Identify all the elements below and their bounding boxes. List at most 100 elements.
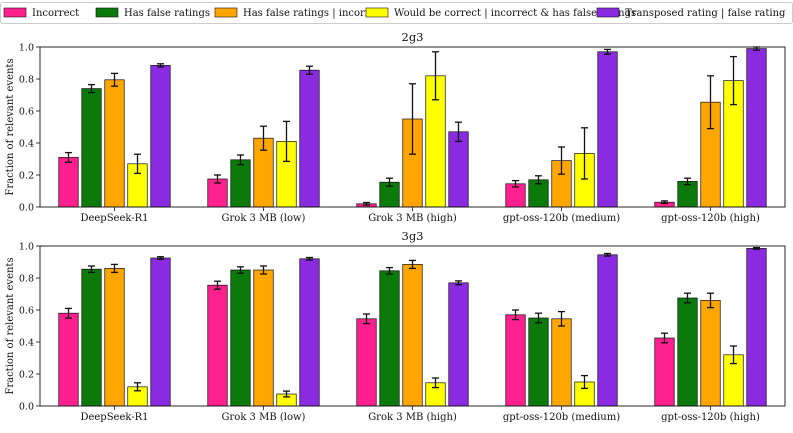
error-bar-has-false-ratings-grok-3-mb-high <box>386 266 393 275</box>
bar-has-false-ratings-incorrect-grok-3-mb-low <box>253 269 274 407</box>
x-tick-label: gpt-oss-120b (high) <box>661 412 760 423</box>
error-bar-has-false-ratings-deepseek-r1 <box>88 83 95 94</box>
legend-swatch <box>95 7 119 18</box>
bar-incorrect-deepseek-r1 <box>58 157 79 208</box>
bar-has-false-ratings-grok-3-mb-low <box>230 159 251 208</box>
error-bar-incorrect-grok-3-mb-high <box>363 313 370 325</box>
error-bar-transposed-rating-false-rating-grok-3-mb-low <box>306 65 313 75</box>
y-axis-label: Fraction of relevant events <box>5 257 16 394</box>
x-tick-label: Grok 3 MB (high) <box>368 412 457 423</box>
legend-swatch <box>3 7 27 18</box>
bar-has-false-ratings-gpt-oss-120b-medium <box>528 317 549 407</box>
y-tick-label: 0.2 <box>19 170 34 181</box>
error-bar-incorrect-grok-3-mb-low <box>214 280 221 290</box>
error-bar-would-be-correct-incorrect-has-false-ratings-gpt-oss-120b-medium <box>581 127 588 180</box>
error-bar-would-be-correct-incorrect-has-false-ratings-deepseek-r1 <box>134 382 141 392</box>
y-axis-label: Fraction of relevant events <box>5 58 16 195</box>
error-bar-has-false-ratings-incorrect-gpt-oss-120b-medium <box>558 146 565 175</box>
error-bar-has-false-ratings-grok-3-mb-high <box>386 177 393 187</box>
error-bar-incorrect-gpt-oss-120b-medium <box>512 309 519 321</box>
error-bar-transposed-rating-false-rating-deepseek-r1 <box>157 63 164 68</box>
bar-has-false-ratings-incorrect-deepseek-r1 <box>104 79 125 208</box>
legend-item-incorrect: Incorrect <box>3 7 79 19</box>
y-tick-label: 0.6 <box>19 106 34 117</box>
error-bar-incorrect-gpt-oss-120b-medium <box>512 179 519 188</box>
legend-item-has-false-ratings-incorrect: Has false ratings | incorrect <box>214 7 385 19</box>
legend-label: Has false ratings <box>124 8 210 19</box>
bar-has-false-ratings-incorrect-gpt-oss-120b-high <box>700 300 721 407</box>
error-bar-would-be-correct-incorrect-has-false-ratings-deepseek-r1 <box>134 153 141 175</box>
legend-label: Transposed rating | false rating <box>625 8 786 19</box>
x-tick-label: Grok 3 MB (low) <box>222 412 306 423</box>
error-bar-incorrect-gpt-oss-120b-high <box>661 200 668 205</box>
legend-label: Would be correct | incorrect & has false… <box>394 8 636 19</box>
bar-incorrect-grok-3-mb-high <box>356 318 377 407</box>
bar-transposed-rating-false-rating-grok-3-mb-low <box>299 258 320 407</box>
legend-item-transposed-rating-false-rating: Transposed rating | false rating <box>596 7 786 19</box>
bar-has-false-ratings-incorrect-deepseek-r1 <box>104 268 125 407</box>
bar-has-false-ratings-incorrect-grok-3-mb-high <box>402 264 423 407</box>
error-bar-has-false-ratings-gpt-oss-120b-medium <box>535 312 542 324</box>
y-tick-label: 0.4 <box>19 138 34 149</box>
x-tick-label: Grok 3 MB (high) <box>368 213 457 224</box>
legend-swatch <box>596 7 620 18</box>
error-bar-has-false-ratings-incorrect-gpt-oss-120b-medium <box>558 310 565 327</box>
bar-has-false-ratings-grok-3-mb-low <box>230 269 251 407</box>
bar-has-false-ratings-deepseek-r1 <box>81 88 102 208</box>
bar-transposed-rating-false-rating-gpt-oss-120b-medium <box>597 51 618 208</box>
error-bar-has-false-ratings-incorrect-grok-3-mb-high <box>409 83 416 155</box>
panel-title: 3g3 <box>402 229 424 243</box>
x-tick-label: gpt-oss-120b (medium) <box>503 412 620 423</box>
error-bar-has-false-ratings-grok-3-mb-low <box>237 154 244 166</box>
y-tick-label: 0.4 <box>19 337 34 348</box>
error-bar-has-false-ratings-incorrect-gpt-oss-120b-high <box>707 75 714 130</box>
panel-title: 2g3 <box>402 30 424 44</box>
legend-swatch <box>365 7 389 18</box>
bar-transposed-rating-false-rating-gpt-oss-120b-medium <box>597 254 618 407</box>
legend-item-has-false-ratings: Has false ratings <box>95 7 210 19</box>
plot-frame <box>39 46 786 208</box>
error-bar-incorrect-grok-3-mb-low <box>214 174 221 184</box>
legend-label: Incorrect <box>32 8 79 19</box>
y-tick-label: 0.6 <box>19 305 34 316</box>
bar-has-false-ratings-grok-3-mb-high <box>379 270 400 407</box>
bar-transposed-rating-false-rating-gpt-oss-120b-high <box>746 48 767 208</box>
error-bar-has-false-ratings-incorrect-grok-3-mb-low <box>260 125 267 151</box>
error-bar-has-false-ratings-incorrect-grok-3-mb-low <box>260 265 267 275</box>
bar-incorrect-gpt-oss-120b-medium <box>505 314 526 407</box>
bar-incorrect-grok-3-mb-low <box>207 284 228 407</box>
error-bar-has-false-ratings-grok-3-mb-low <box>237 266 244 274</box>
bar-has-false-ratings-deepseek-r1 <box>81 268 102 407</box>
x-tick-label: DeepSeek-R1 <box>80 412 148 423</box>
error-bar-has-false-ratings-incorrect-grok-3-mb-high <box>409 259 416 270</box>
y-tick-label: 0.8 <box>19 273 34 284</box>
y-tick-label: 0.0 <box>19 401 34 412</box>
bar-has-false-ratings-gpt-oss-120b-high <box>677 297 698 407</box>
bar-transposed-rating-false-rating-deepseek-r1 <box>150 257 171 407</box>
error-bar-incorrect-grok-3-mb-high <box>363 201 370 206</box>
error-bar-has-false-ratings-gpt-oss-120b-high <box>684 292 691 304</box>
error-bar-transposed-rating-false-rating-grok-3-mb-low <box>306 256 313 261</box>
bar-incorrect-deepseek-r1 <box>58 312 79 407</box>
error-bar-transposed-rating-false-rating-gpt-oss-120b-medium <box>604 252 611 257</box>
error-bar-would-be-correct-incorrect-has-false-ratings-gpt-oss-120b-high <box>730 345 737 365</box>
error-bar-has-false-ratings-gpt-oss-120b-high <box>684 177 691 186</box>
x-tick-label: gpt-oss-120b (high) <box>661 213 760 224</box>
error-bar-would-be-correct-incorrect-has-false-ratings-grok-3-mb-high <box>432 51 439 101</box>
bar-transposed-rating-false-rating-deepseek-r1 <box>150 65 171 208</box>
error-bar-transposed-rating-false-rating-deepseek-r1 <box>157 256 164 260</box>
error-bar-incorrect-deepseek-r1 <box>65 151 72 163</box>
x-tick-label: DeepSeek-R1 <box>80 213 148 224</box>
y-tick-label: 0.8 <box>19 74 34 85</box>
error-bar-would-be-correct-incorrect-has-false-ratings-grok-3-mb-low <box>283 390 290 398</box>
y-tick-label: 0.2 <box>19 369 34 380</box>
legend-item-would-be-correct-incorrect-has-false-ratings: Would be correct | incorrect & has false… <box>365 7 636 19</box>
error-bar-would-be-correct-incorrect-has-false-ratings-grok-3-mb-low <box>283 120 290 163</box>
error-bar-transposed-rating-false-rating-gpt-oss-120b-medium <box>604 48 611 55</box>
error-bar-transposed-rating-false-rating-grok-3-mb-high <box>455 121 462 143</box>
error-bar-incorrect-gpt-oss-120b-high <box>661 332 668 344</box>
bar-transposed-rating-false-rating-gpt-oss-120b-high <box>746 248 767 407</box>
bar-has-false-ratings-incorrect-gpt-oss-120b-medium <box>551 318 572 407</box>
legend-swatch <box>214 7 238 18</box>
